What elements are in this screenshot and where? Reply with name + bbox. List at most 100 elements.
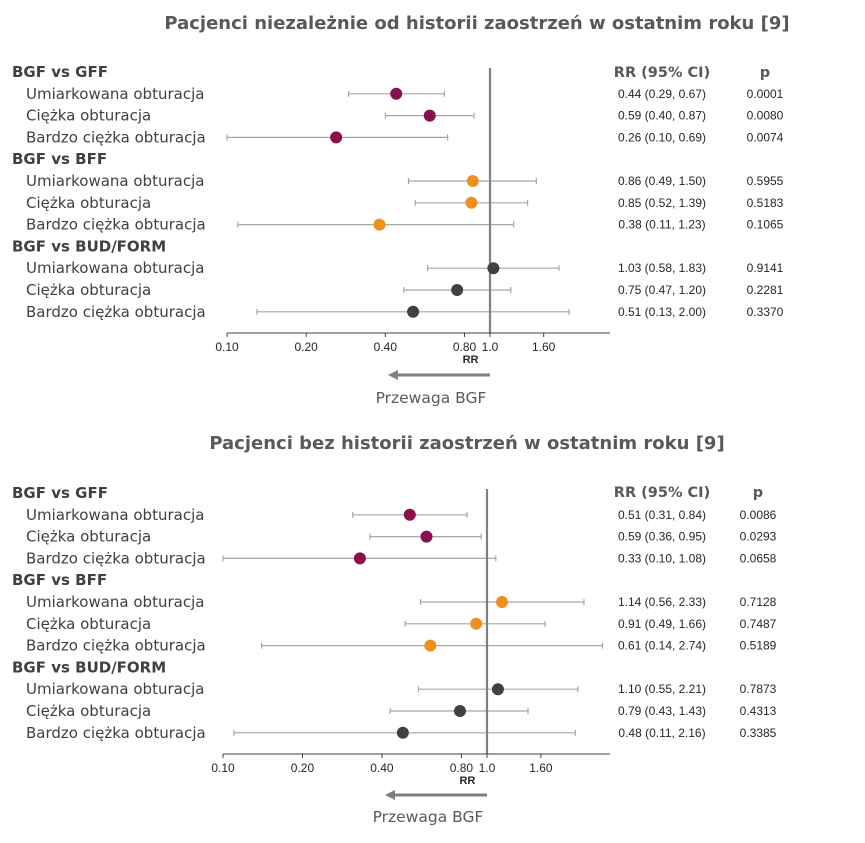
row-label: Ciężka obturacja xyxy=(26,107,151,125)
x-tick-label: 1.60 xyxy=(532,340,556,354)
rr-ci-value: 1.03 (0.58, 1.83) xyxy=(618,261,706,275)
rr-point xyxy=(453,705,466,717)
rr-ci-value: 0.38 (0.11, 1.23) xyxy=(618,218,705,232)
rr-point xyxy=(396,726,409,739)
rr-point xyxy=(420,530,433,543)
panel-title: Pacjenci niezależnie od historii zaostrz… xyxy=(164,13,789,34)
rr-ci-value: 0.75 (0.47, 1.20) xyxy=(618,283,706,297)
x-tick-label: 0.40 xyxy=(370,761,394,775)
rr-ci-value: 0.85 (0.52, 1.39) xyxy=(618,196,706,210)
favors-label: Przewaga BGF xyxy=(376,389,487,407)
rr-ci-value: 0.59 (0.40, 0.87) xyxy=(618,109,706,123)
row-label: Ciężka obturacja xyxy=(26,194,151,212)
group-label: BGF vs BUD/FORM xyxy=(12,237,166,255)
favors-arrow-head xyxy=(388,370,398,380)
row-label: Bardzo ciężka obturacja xyxy=(26,303,206,321)
p-value: 0.7487 xyxy=(740,617,777,631)
row-label: Bardzo ciężka obturacja xyxy=(26,216,206,234)
rr-point xyxy=(407,305,420,318)
rr-point xyxy=(487,262,500,275)
p-value: 0.5955 xyxy=(747,174,784,188)
rr-point xyxy=(373,218,386,231)
x-tick-label: 0.80 xyxy=(453,340,477,354)
rr-point xyxy=(403,508,416,521)
p-value: 0.9141 xyxy=(747,261,784,275)
panel-title: Pacjenci bez historii zaostrzeń w ostatn… xyxy=(209,433,724,454)
p-value: 0.0080 xyxy=(747,109,784,123)
x-tick-label: 1.0 xyxy=(479,761,496,775)
row-label: Umiarkowana obturacja xyxy=(26,172,204,190)
p-value: 0.3370 xyxy=(747,305,784,319)
header-p: p xyxy=(760,65,770,81)
rr-ci-value: 1.14 (0.56, 2.33) xyxy=(618,595,706,609)
row-label: Bardzo ciężka obturacja xyxy=(26,128,206,146)
row-label: Ciężka obturacja xyxy=(26,615,151,633)
row-label: Umiarkowana obturacja xyxy=(26,593,204,611)
row-label: Umiarkowana obturacja xyxy=(26,85,204,103)
p-value: 0.1065 xyxy=(747,218,784,232)
row-label: Umiarkowana obturacja xyxy=(26,680,204,698)
rr-point xyxy=(390,87,403,100)
p-value: 0.2281 xyxy=(747,283,784,297)
x-tick-label: 0.80 xyxy=(450,761,474,775)
rr-point xyxy=(470,617,483,630)
rr-point xyxy=(330,131,343,144)
x-tick-label: 1.0 xyxy=(482,340,499,354)
rr-point xyxy=(496,596,509,608)
rr-ci-value: 0.33 (0.10, 1.08) xyxy=(618,551,706,565)
p-value: 0.0074 xyxy=(747,130,784,144)
row-label: Ciężka obturacja xyxy=(26,702,151,720)
x-axis-label: RR xyxy=(463,354,479,366)
p-value: 0.4313 xyxy=(740,704,777,718)
rr-ci-value: 0.26 (0.10, 0.69) xyxy=(618,130,706,144)
group-label: BGF vs BFF xyxy=(12,571,107,589)
rr-ci-value: 0.61 (0.14, 2.74) xyxy=(618,639,706,653)
x-tick-label: 1.60 xyxy=(529,761,553,775)
forest-panel-1: Pacjenci niezależnie od historii zaostrz… xyxy=(12,13,790,407)
header-p: p xyxy=(753,485,763,501)
rr-point xyxy=(465,196,478,209)
rr-point xyxy=(491,683,504,696)
x-tick-label: 0.40 xyxy=(374,340,398,354)
x-tick-label: 0.20 xyxy=(294,340,318,354)
p-value: 0.7128 xyxy=(740,595,777,609)
favors-arrow-head xyxy=(385,790,395,800)
row-label: Bardzo ciężka obturacja xyxy=(26,724,206,742)
group-label: BGF vs GFF xyxy=(12,484,108,502)
row-label: Ciężka obturacja xyxy=(26,528,151,546)
row-label: Bardzo ciężka obturacja xyxy=(26,637,206,655)
rr-ci-value: 0.44 (0.29, 0.67) xyxy=(618,87,706,101)
p-value: 0.0086 xyxy=(740,508,777,522)
x-tick-label: 0.10 xyxy=(215,340,239,354)
rr-ci-value: 0.51 (0.31, 0.84) xyxy=(618,508,706,522)
row-label: Umiarkowana obturacja xyxy=(26,506,204,524)
rr-point xyxy=(423,109,436,122)
group-label: BGF vs BUD/FORM xyxy=(12,658,166,676)
x-tick-label: 0.10 xyxy=(211,761,235,775)
rr-ci-value: 0.79 (0.43, 1.43) xyxy=(618,704,706,718)
row-label: Bardzo ciężka obturacja xyxy=(26,549,206,567)
header-rr-ci: RR (95% CI) xyxy=(614,485,710,501)
x-axis-label: RR xyxy=(459,775,475,787)
row-label: Ciężka obturacja xyxy=(26,281,151,299)
group-label: BGF vs BFF xyxy=(12,150,107,168)
p-value: 0.5183 xyxy=(747,196,784,210)
row-label: Umiarkowana obturacja xyxy=(26,259,204,277)
group-label: BGF vs GFF xyxy=(12,63,108,81)
p-value: 0.5189 xyxy=(740,639,777,653)
rr-point xyxy=(353,552,366,565)
rr-ci-value: 0.51 (0.13, 2.00) xyxy=(618,305,706,319)
header-rr-ci: RR (95% CI) xyxy=(614,65,710,81)
rr-ci-value: 0.48 (0.11, 2.16) xyxy=(618,726,705,740)
favors-label: Przewaga BGF xyxy=(373,808,484,826)
p-value: 0.0293 xyxy=(740,530,777,544)
rr-point xyxy=(424,639,437,652)
p-value: 0.3385 xyxy=(740,726,777,740)
rr-ci-value: 0.86 (0.49, 1.50) xyxy=(618,174,706,188)
forest-panel-2: Pacjenci bez historii zaostrzeń w ostatn… xyxy=(12,433,777,826)
rr-ci-value: 1.10 (0.55, 2.21) xyxy=(618,682,706,696)
p-value: 0.7873 xyxy=(740,682,777,696)
rr-point xyxy=(466,175,479,187)
rr-point xyxy=(451,284,464,296)
